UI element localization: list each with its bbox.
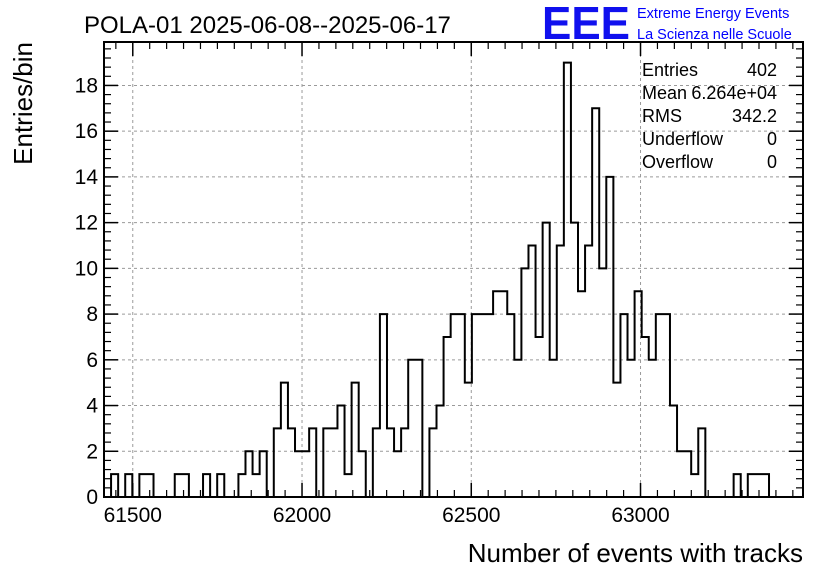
- x-tick-label: 61500: [104, 504, 162, 527]
- stats-box: Entries 402 Mean 6.264e+04 RMS 342.2 Und…: [642, 60, 777, 172]
- y-tick-label: 10: [75, 257, 98, 280]
- eee-logo-letters: EEE: [542, 0, 630, 49]
- stats-value-underflow: 0: [767, 129, 777, 149]
- stats-value-mean: 6.264e+04: [691, 83, 777, 103]
- x-tick-label: 62500: [442, 504, 500, 527]
- stats-value-rms: 342.2: [732, 106, 777, 126]
- x-tick-label: 62000: [273, 504, 331, 527]
- y-tick-label: 4: [86, 395, 98, 418]
- y-tick-label: 16: [75, 120, 98, 143]
- eee-logo-line2: La Scienza nelle Scuole: [637, 27, 792, 43]
- y-tick-label: 8: [86, 303, 98, 326]
- stats-label-overflow: Overflow: [642, 152, 714, 172]
- stats-label-underflow: Underflow: [642, 129, 724, 149]
- histogram-line: [104, 61, 771, 498]
- eee-logo-line1: Extreme Energy Events: [637, 6, 789, 22]
- stats-value-entries: 402: [747, 60, 777, 80]
- x-axis-label: Number of events with tracks: [468, 538, 803, 568]
- y-tick-label: 2: [86, 440, 98, 463]
- stats-label-entries: Entries: [642, 60, 698, 80]
- y-tick-label: 0: [86, 486, 98, 509]
- y-tick-label: 18: [75, 74, 98, 97]
- stats-value-overflow: 0: [767, 152, 777, 172]
- tick-labels: 61500 62000 62500 63000 0 2 4 6 8 10 12 14 16 18: [75, 74, 670, 527]
- y-tick-label: 12: [75, 212, 98, 235]
- x-tick-label: 63000: [611, 504, 669, 527]
- eee-logo: EEE Extreme Energy Events La Scienza nel…: [542, 0, 792, 49]
- y-tick-label: 14: [75, 166, 99, 189]
- stats-label-rms: RMS: [642, 106, 682, 126]
- stats-label-mean: Mean: [642, 83, 687, 103]
- chart-title: POLA-01 2025-06-08--2025-06-17: [84, 12, 451, 39]
- y-axis-label: Entries/bin: [8, 42, 38, 165]
- y-tick-label: 6: [86, 349, 98, 372]
- axis-ticks: [104, 42, 803, 498]
- plot-frame: [103, 41, 804, 498]
